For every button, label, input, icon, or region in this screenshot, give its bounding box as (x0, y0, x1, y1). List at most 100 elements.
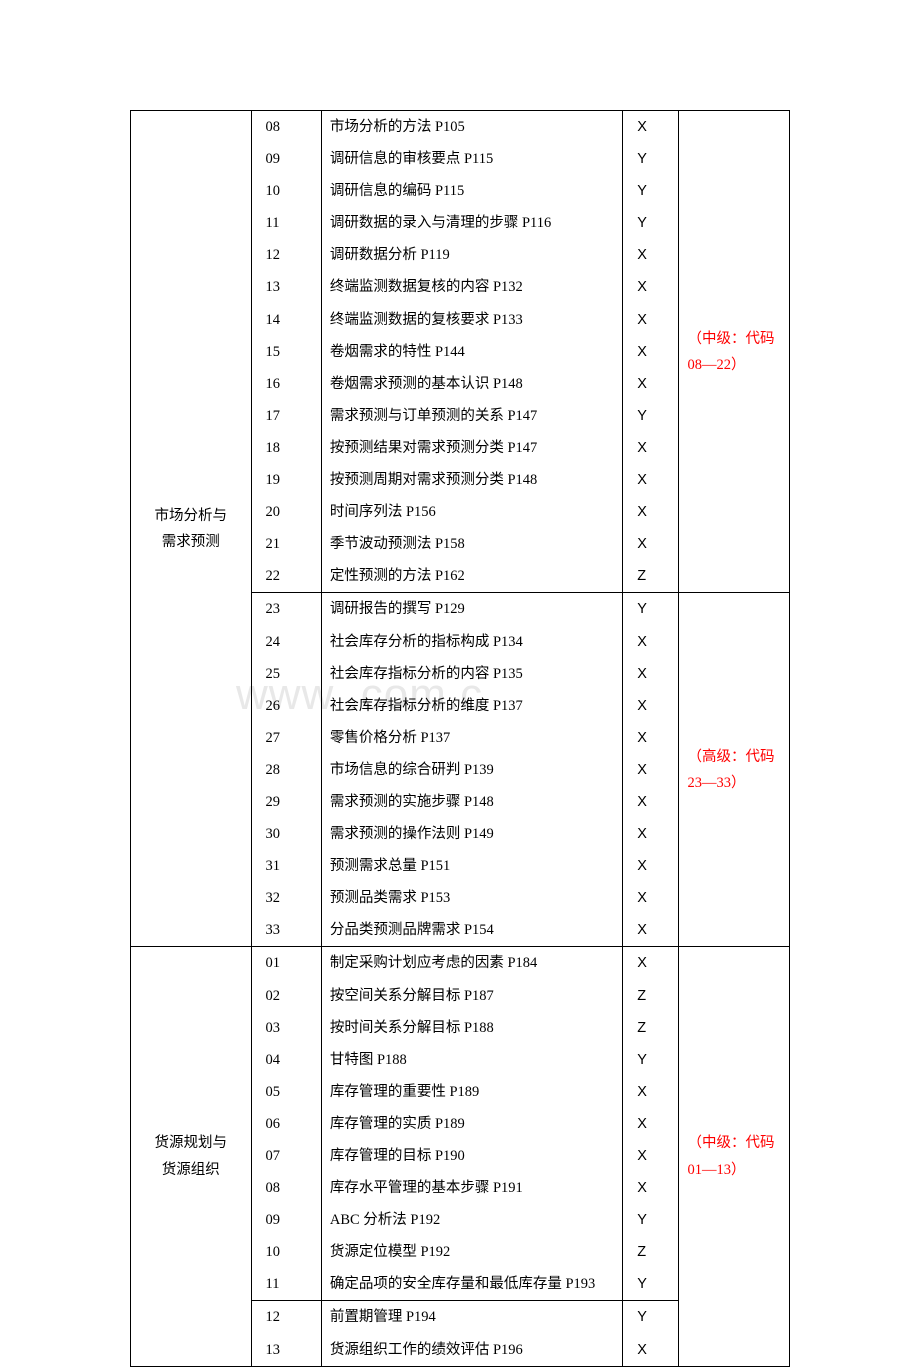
desc-cell: 制定采购计划应考虑的因素 P184 (321, 947, 622, 980)
mark-cell: X (623, 528, 679, 560)
mark-cell: X (623, 1108, 679, 1140)
desc-cell: 需求预测与订单预测的关系 P147 (321, 400, 622, 432)
code-cell: 08 (251, 111, 321, 144)
mark-cell: X (623, 271, 679, 303)
code-cell: 24 (251, 626, 321, 658)
mark-cell: X (623, 304, 679, 336)
desc-cell: 调研信息的审核要点 P115 (321, 143, 622, 175)
mark-cell: X (623, 1172, 679, 1204)
mark-cell: Y (623, 593, 679, 626)
desc-cell: 卷烟需求的特性 P144 (321, 336, 622, 368)
mark-cell: Y (623, 143, 679, 175)
code-cell: 23 (251, 593, 321, 626)
code-cell: 20 (251, 496, 321, 528)
code-cell: 09 (251, 1204, 321, 1236)
code-cell: 33 (251, 914, 321, 947)
mark-cell: X (623, 722, 679, 754)
mark-cell: X (623, 914, 679, 947)
code-cell: 29 (251, 786, 321, 818)
code-cell: 27 (251, 722, 321, 754)
code-cell: 16 (251, 368, 321, 400)
code-cell: 10 (251, 175, 321, 207)
mark-cell: Y (623, 400, 679, 432)
code-cell: 22 (251, 560, 321, 593)
code-cell: 08 (251, 1172, 321, 1204)
code-cell: 18 (251, 432, 321, 464)
mark-cell: X (623, 786, 679, 818)
mark-cell: Y (623, 175, 679, 207)
desc-cell: 甘特图 P188 (321, 1044, 622, 1076)
desc-cell: 分品类预测品牌需求 P154 (321, 914, 622, 947)
mark-cell: Z (623, 560, 679, 593)
mark-cell: X (623, 1334, 679, 1367)
category-line: 市场分析与 (155, 508, 228, 524)
code-cell: 12 (251, 239, 321, 271)
desc-cell: 终端监测数据复核的内容 P132 (321, 271, 622, 303)
desc-cell: 零售价格分析 P137 (321, 722, 622, 754)
mark-cell: Y (623, 207, 679, 239)
content-table: 市场分析与需求预测08市场分析的方法 P105X（中级：代码08—22）09调研… (130, 110, 790, 1367)
code-cell: 06 (251, 1108, 321, 1140)
desc-cell: 库存水平管理的基本步骤 P191 (321, 1172, 622, 1204)
code-cell: 17 (251, 400, 321, 432)
note-cell: （高级：代码23—33） (679, 593, 790, 947)
code-cell: 13 (251, 271, 321, 303)
desc-cell: 前置期管理 P194 (321, 1301, 622, 1334)
desc-cell: 按预测周期对需求预测分类 P148 (321, 464, 622, 496)
code-cell: 11 (251, 1268, 321, 1301)
desc-cell: 调研数据的录入与清理的步骤 P116 (321, 207, 622, 239)
code-cell: 04 (251, 1044, 321, 1076)
desc-cell: 调研报告的撰写 P129 (321, 593, 622, 626)
code-cell: 30 (251, 818, 321, 850)
category-line: 货源规划与 (155, 1135, 228, 1151)
mark-cell: Y (623, 1268, 679, 1301)
code-cell: 13 (251, 1334, 321, 1367)
desc-cell: 终端监测数据的复核要求 P133 (321, 304, 622, 336)
mark-cell: X (623, 690, 679, 722)
mark-cell: X (623, 464, 679, 496)
table-row: 市场分析与需求预测08市场分析的方法 P105X（中级：代码08—22） (131, 111, 790, 144)
desc-cell: 调研信息的编码 P115 (321, 175, 622, 207)
code-cell: 12 (251, 1301, 321, 1334)
mark-cell: X (623, 336, 679, 368)
mark-cell: X (623, 111, 679, 144)
code-cell: 21 (251, 528, 321, 560)
mark-cell: X (623, 432, 679, 464)
desc-cell: 需求预测的实施步骤 P148 (321, 786, 622, 818)
mark-cell: Z (623, 1236, 679, 1268)
desc-cell: 市场分析的方法 P105 (321, 111, 622, 144)
mark-cell: X (623, 658, 679, 690)
desc-cell: ABC 分析法 P192 (321, 1204, 622, 1236)
note-cell: （中级：代码08—22） (679, 111, 790, 593)
mark-cell: X (623, 1140, 679, 1172)
code-cell: 03 (251, 1012, 321, 1044)
note-cell: （中级：代码01—13） (679, 947, 790, 1366)
mark-cell: Z (623, 1012, 679, 1044)
mark-cell: X (623, 754, 679, 786)
desc-cell: 卷烟需求预测的基本认识 P148 (321, 368, 622, 400)
mark-cell: X (623, 368, 679, 400)
desc-cell: 库存管理的重要性 P189 (321, 1076, 622, 1108)
mark-cell: X (623, 947, 679, 980)
desc-cell: 货源组织工作的绩效评估 P196 (321, 1334, 622, 1367)
code-cell: 05 (251, 1076, 321, 1108)
mark-cell: Y (623, 1044, 679, 1076)
code-cell: 15 (251, 336, 321, 368)
mark-cell: Y (623, 1204, 679, 1236)
desc-cell: 调研数据分析 P119 (321, 239, 622, 271)
category-line: 货源组织 (162, 1162, 220, 1178)
category-cell: 市场分析与需求预测 (131, 111, 252, 947)
desc-cell: 时间序列法 P156 (321, 496, 622, 528)
mark-cell: X (623, 882, 679, 914)
table-row: 货源规划与货源组织01制定采购计划应考虑的因素 P184X（中级：代码01—13… (131, 947, 790, 980)
code-cell: 26 (251, 690, 321, 722)
desc-cell: 季节波动预测法 P158 (321, 528, 622, 560)
mark-cell: Y (623, 1301, 679, 1334)
desc-cell: 预测需求总量 P151 (321, 850, 622, 882)
code-cell: 11 (251, 207, 321, 239)
code-cell: 09 (251, 143, 321, 175)
desc-cell: 库存管理的实质 P189 (321, 1108, 622, 1140)
desc-cell: 确定品项的安全库存量和最低库存量 P193 (321, 1268, 622, 1301)
mark-cell: Z (623, 980, 679, 1012)
code-cell: 31 (251, 850, 321, 882)
